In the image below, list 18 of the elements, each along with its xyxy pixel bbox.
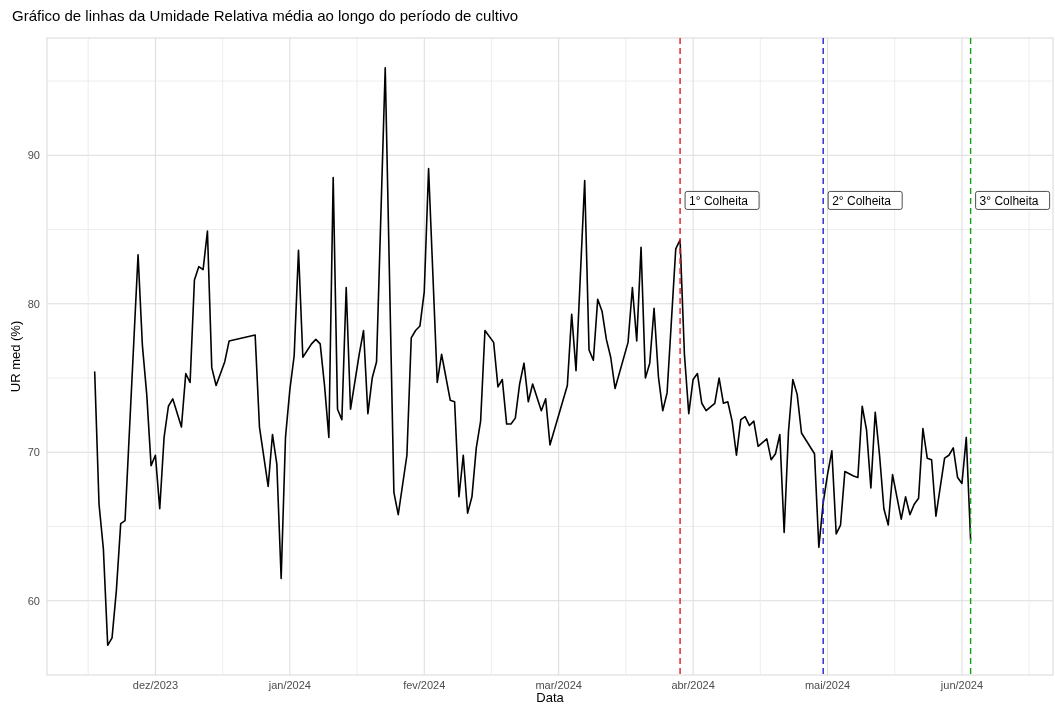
y-tick-label: 60: [27, 594, 40, 607]
x-tick-label: mar/2024: [535, 679, 582, 691]
chart-title: Gráfico de linhas da Umidade Relativa média ao longo do período de cultivo: [12, 7, 519, 24]
y-tick-label: 90: [27, 149, 40, 162]
x-tick-label: mai/2024: [804, 679, 851, 691]
ref-line-label: 2° Colheita: [832, 193, 892, 208]
x-axis-title: Data: [536, 690, 565, 704]
x-tick-label: fev/2024: [403, 679, 446, 691]
x-tick-label: abr/2024: [671, 679, 715, 691]
y-tick-label: 70: [27, 446, 40, 459]
ref-line-label: 1° Colheita: [689, 193, 749, 208]
y-axis-title: UR med (%): [8, 320, 23, 393]
x-tick-label: jan/2024: [267, 679, 311, 691]
x-tick-label: jun/2024: [939, 679, 984, 691]
line-series: [93, 66, 972, 647]
y-tick-label: 80: [27, 297, 40, 310]
ref-line-label: 3° Colheita: [979, 193, 1039, 208]
x-tick-label: dez/2023: [132, 679, 179, 691]
